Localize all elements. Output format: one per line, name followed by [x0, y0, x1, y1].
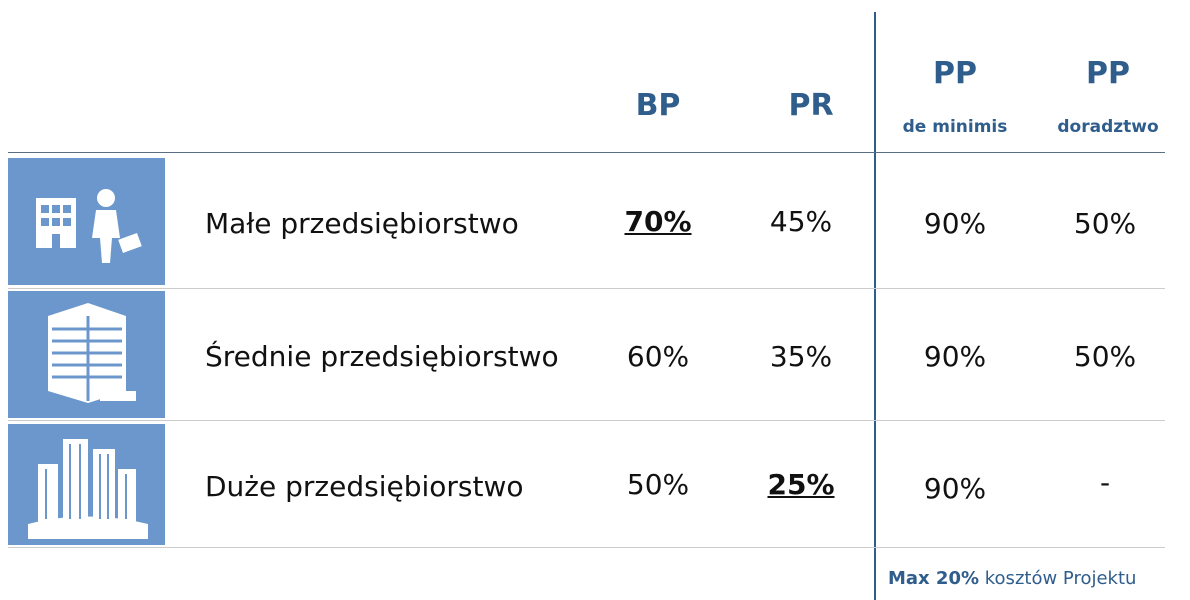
- large-company-icon: [8, 424, 165, 545]
- cell: 45%: [741, 205, 861, 238]
- cell: 50%: [1045, 340, 1165, 373]
- footnote: Max 20% kosztów Projektu: [888, 568, 1190, 589]
- page: {"table": { "headers": [ {"title": "BP"}…: [0, 0, 1190, 600]
- cell: 35%: [741, 340, 861, 373]
- header-subtitle: de minimis: [885, 117, 1025, 137]
- small-company-icon: [8, 158, 165, 285]
- header-title: PP: [1038, 56, 1178, 91]
- cell: 25%: [741, 468, 861, 501]
- header-rule: [8, 152, 1165, 153]
- cell: 60%: [598, 340, 718, 373]
- cell: 90%: [895, 207, 1015, 240]
- footnote-text: kosztów Projektu: [985, 568, 1137, 589]
- row-rule: [8, 420, 1165, 421]
- row-label: Małe przedsiębiorstwo: [205, 207, 519, 240]
- cell: 70%: [598, 205, 718, 238]
- header-title: PR: [741, 88, 881, 123]
- row-label: Średnie przedsiębiorstwo: [205, 340, 559, 373]
- footnote-bold: Max 20%: [888, 568, 979, 589]
- cell: 50%: [1045, 207, 1165, 240]
- cell: 90%: [895, 340, 1015, 373]
- cell: -: [1045, 466, 1165, 499]
- medium-company-icon: [8, 291, 165, 418]
- cell: 50%: [598, 468, 718, 501]
- row-rule: [8, 288, 1165, 289]
- row-rule: [8, 547, 1165, 548]
- header-subtitle: doradztwo: [1038, 117, 1178, 137]
- header-title: BP: [588, 88, 728, 123]
- cell: 90%: [895, 472, 1015, 505]
- row-label: Duże przedsiębiorstwo: [205, 470, 524, 503]
- header-title: PP: [885, 56, 1025, 91]
